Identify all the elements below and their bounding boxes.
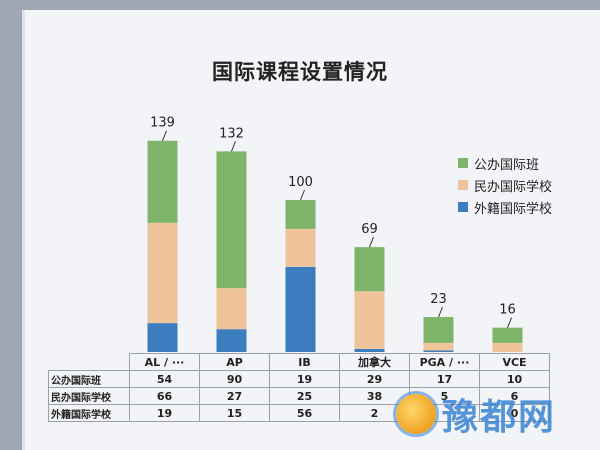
total-leader-line — [438, 306, 443, 318]
table-corner — [48, 353, 130, 371]
watermark: 豫都网 — [396, 386, 596, 442]
bar-segment — [285, 266, 316, 352]
data-table: AL / ··· AP IB 加拿大 PGA / ··· VCE 公办国际班 5… — [48, 353, 550, 422]
bar-segment — [147, 140, 178, 223]
chart-legend: 公办国际班 民办国际学校 外籍国际学校 — [458, 152, 552, 218]
table-header-row: AL / ··· AP IB 加拿大 PGA / ··· VCE — [48, 353, 550, 371]
bar-segment — [492, 327, 523, 343]
table-cell: 17 — [409, 370, 480, 388]
legend-swatch-private — [458, 180, 468, 190]
table-cell: 56 — [269, 404, 340, 422]
watermark-logo-icon — [396, 394, 436, 434]
total-label: 23 — [430, 292, 447, 307]
bar-segment — [216, 151, 247, 289]
bar-segment — [354, 348, 385, 352]
table-cell: 29 — [339, 370, 410, 388]
legend-item-foreign: 外籍国际学校 — [458, 196, 552, 218]
table-cell: 19 — [129, 404, 200, 422]
chart-title: 国际课程设置情况 — [212, 60, 388, 84]
total-label: 69 — [361, 222, 378, 237]
total-leader-line — [231, 141, 236, 152]
table-row: 外籍国际学校 19 15 56 2 0 — [48, 404, 550, 422]
total-label: 132 — [219, 126, 244, 141]
table-row-label: 外籍国际学校 — [48, 404, 130, 422]
table-row-label: 民办国际学校 — [48, 387, 130, 405]
total-label: 139 — [150, 116, 175, 131]
bar-segment — [285, 228, 316, 267]
bar-segment — [147, 222, 178, 324]
table-cell: 25 — [269, 387, 340, 405]
total-leader-line — [300, 189, 305, 201]
table-row: 民办国际学校 66 27 25 38 5 6 — [48, 387, 550, 405]
legend-swatch-public — [458, 158, 468, 168]
table-cell: 66 — [129, 387, 200, 405]
total-leader-line — [162, 130, 167, 141]
table-cell: 0 — [479, 404, 550, 422]
total-label: 100 — [288, 175, 313, 190]
bar-segment — [216, 329, 247, 352]
legend-item-private: 民办国际学校 — [458, 174, 552, 196]
bar-segment — [285, 200, 316, 229]
table-col-header: IB — [269, 353, 340, 371]
table-col-header: PGA / ··· — [409, 353, 480, 371]
bar-segment — [216, 288, 247, 330]
bar-segment — [423, 342, 454, 351]
table-cell: 15 — [199, 404, 270, 422]
table-cell: 54 — [129, 370, 200, 388]
bar-segment — [354, 291, 385, 349]
table-row-label: 公办国际班 — [48, 370, 130, 388]
legend-label-private: 民办国际学校 — [474, 179, 553, 195]
table-cell: 90 — [199, 370, 270, 388]
table-col-header: AL / ··· — [129, 353, 200, 371]
watermark-text: 豫都网 — [442, 396, 557, 438]
legend-label-public: 公办国际班 — [474, 157, 540, 173]
bar-segment — [147, 323, 178, 352]
total-leader-line — [507, 317, 512, 328]
legend-item-public: 公办国际班 — [458, 152, 552, 174]
table-cell: 10 — [479, 370, 550, 388]
total-leader-line — [369, 236, 374, 248]
table-col-header: AP — [199, 353, 270, 371]
bar-segment — [354, 247, 385, 292]
legend-label-foreign: 外籍国际学校 — [474, 201, 553, 217]
total-label: 16 — [499, 303, 516, 318]
table-col-header: 加拿大 — [339, 353, 410, 371]
bar-segment — [423, 350, 454, 352]
table-cell: 27 — [199, 387, 270, 405]
table-cell: 19 — [269, 370, 340, 388]
table-col-header: VCE — [479, 353, 550, 371]
bar-segment — [423, 317, 454, 343]
table-row: 公办国际班 54 90 19 29 17 10 — [48, 370, 550, 388]
legend-swatch-foreign — [458, 202, 468, 212]
bar-segment — [492, 342, 523, 352]
